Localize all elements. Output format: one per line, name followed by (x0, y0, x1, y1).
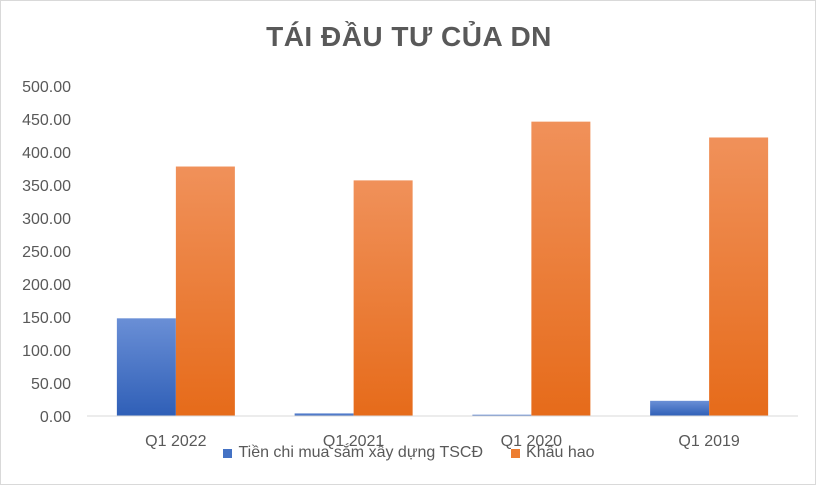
y-tick-label: 400.00 (22, 145, 71, 162)
y-tick-label: 200.00 (22, 277, 71, 294)
x-tick-label: Q1 2020 (501, 433, 562, 450)
bar-depreciation (709, 137, 769, 417)
bar-depreciation (531, 121, 591, 416)
y-tick-label: 50.00 (31, 376, 71, 393)
y-tick-label: 500.00 (22, 79, 71, 96)
legend-swatch-depreciation (511, 448, 521, 458)
bar-capex (472, 414, 532, 416)
bar-capex (294, 413, 354, 416)
bar-capex (650, 400, 710, 416)
legend-label-depreciation: Khấu hao (526, 444, 595, 461)
legend-swatch-capex (223, 448, 233, 458)
y-tick-label: 450.00 (22, 112, 71, 129)
bar-depreciation (175, 166, 235, 416)
legend-label-capex: Tiền chi mua sắm xây dựng TSCĐ (238, 444, 484, 461)
y-tick-label: 0.00 (40, 409, 71, 426)
x-tick-label: Q1 2019 (678, 433, 739, 450)
x-tick-label: Q1 2022 (145, 433, 206, 450)
chart-title: TÁI ĐẦU TƯ CỦA DN (266, 21, 552, 52)
y-tick-label: 300.00 (22, 211, 71, 228)
y-tick-label: 150.00 (22, 310, 71, 327)
legend-item-depreciation: Khấu hao (511, 444, 595, 462)
y-tick-label: 250.00 (22, 244, 71, 261)
bar-capex (116, 318, 176, 416)
legend: Tiền chi mua sắm xây dựng TSCĐ Khấu hao (1, 444, 816, 462)
bar-depreciation (353, 180, 413, 416)
legend-item-capex: Tiền chi mua sắm xây dựng TSCĐ (223, 444, 483, 462)
x-tick-label: Q1 2021 (323, 433, 384, 450)
y-tick-label: 100.00 (22, 343, 71, 360)
y-tick-label: 350.00 (22, 178, 71, 195)
